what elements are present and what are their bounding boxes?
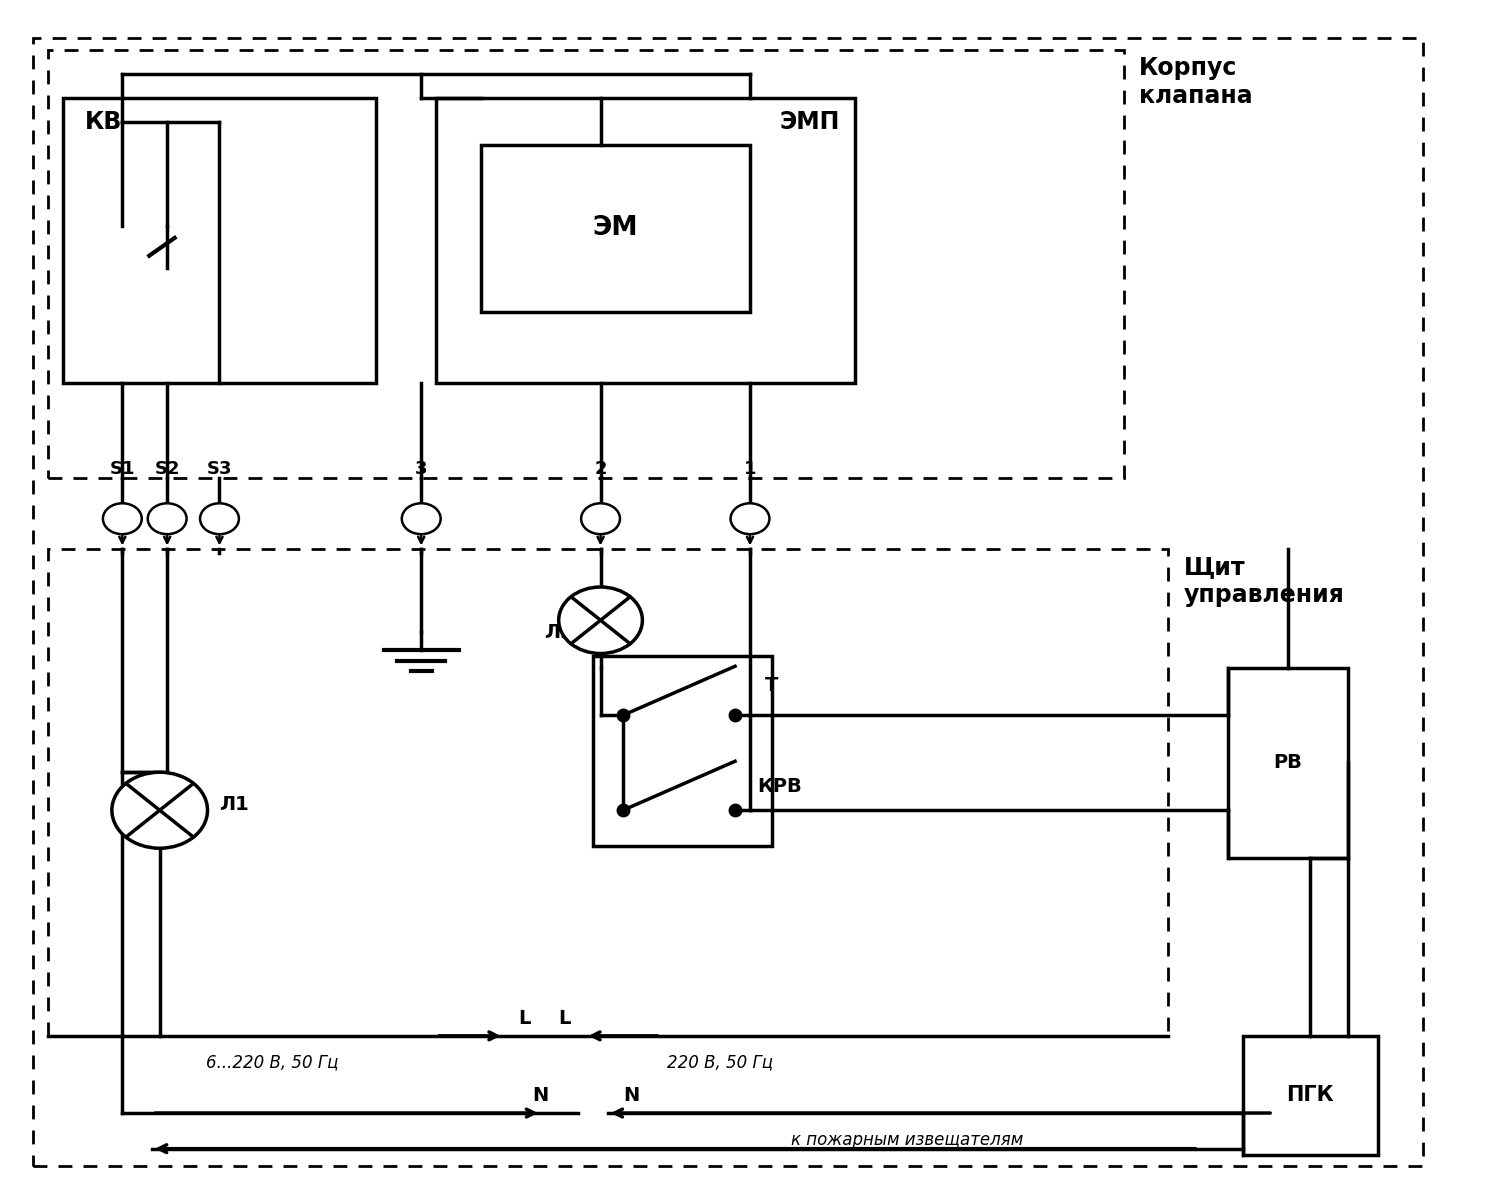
Text: Л1: Л1 (219, 795, 249, 814)
Circle shape (200, 503, 238, 534)
Text: ЭМП: ЭМП (780, 110, 840, 134)
Text: S1: S1 (110, 459, 135, 477)
Text: Т: Т (765, 676, 778, 696)
Bar (48, 50, 1124, 477)
Circle shape (402, 503, 441, 534)
Text: L: L (519, 1008, 531, 1027)
Circle shape (580, 503, 620, 534)
Text: N: N (622, 1086, 639, 1105)
Text: РВ: РВ (1274, 753, 1302, 772)
Text: Щит
управления: Щит управления (1184, 555, 1344, 607)
Circle shape (147, 503, 186, 534)
Bar (592, 656, 772, 846)
Text: КРВ: КРВ (758, 777, 802, 796)
Text: N: N (532, 1086, 549, 1105)
Text: 3: 3 (416, 459, 428, 477)
Bar (436, 98, 855, 383)
Circle shape (104, 503, 142, 534)
Text: к пожарным извещателям: к пожарным извещателям (790, 1131, 1023, 1149)
Text: S2: S2 (154, 459, 180, 477)
Bar (482, 146, 750, 311)
Text: ПГК: ПГК (1287, 1086, 1334, 1105)
Text: 2: 2 (594, 459, 608, 477)
Text: 1: 1 (744, 459, 756, 477)
Text: Л2: Л2 (544, 623, 573, 642)
Bar (1244, 1036, 1377, 1155)
Bar (1228, 668, 1348, 858)
Circle shape (730, 503, 770, 534)
Circle shape (112, 772, 207, 848)
Text: S3: S3 (207, 459, 232, 477)
Text: КВ: КВ (86, 110, 123, 134)
Bar (63, 98, 376, 383)
Text: 220 В, 50 Гц: 220 В, 50 Гц (668, 1053, 772, 1071)
Text: L: L (558, 1008, 570, 1027)
Circle shape (558, 587, 642, 654)
Text: 6...220 В, 50 Гц: 6...220 В, 50 Гц (206, 1053, 338, 1071)
Text: ЭМ: ЭМ (592, 216, 639, 241)
Bar (48, 549, 1168, 1036)
Text: Корпус
клапана: Корпус клапана (1138, 56, 1252, 109)
